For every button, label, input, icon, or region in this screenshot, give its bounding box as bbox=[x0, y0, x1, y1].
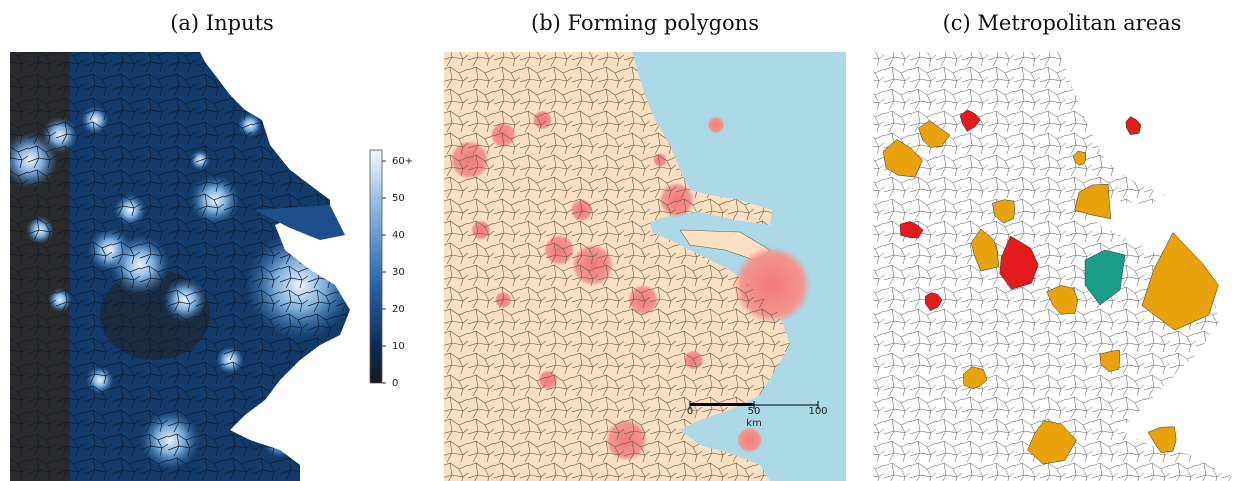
scale-bar-segment bbox=[690, 403, 754, 406]
cells bbox=[444, 52, 790, 481]
metro-area bbox=[959, 109, 981, 132]
scale-bar-label: 50 bbox=[748, 406, 761, 417]
scale-bar-label: 100 bbox=[808, 406, 827, 417]
metro-area bbox=[924, 292, 943, 312]
metro-area bbox=[963, 366, 988, 389]
polygon-area bbox=[707, 116, 725, 134]
metro-areas bbox=[883, 109, 1219, 465]
metro-area bbox=[1074, 184, 1112, 220]
metro-area bbox=[918, 120, 951, 148]
metro-area bbox=[899, 221, 924, 239]
panel-title: (c) Metropolitan areas bbox=[943, 11, 1182, 35]
metro-area bbox=[1125, 116, 1142, 135]
scale-bar-unit: km bbox=[746, 418, 762, 429]
metro-area bbox=[1027, 420, 1077, 465]
colorbar-tick-label: 10 bbox=[392, 341, 405, 352]
cells bbox=[10, 52, 350, 481]
panel-title: (a) Inputs bbox=[170, 11, 274, 35]
metro-area bbox=[1099, 349, 1120, 372]
scale-bar-ticks: 0 50 100 km bbox=[687, 401, 828, 429]
metro-area bbox=[1141, 232, 1219, 331]
scale-bar-label: 0 bbox=[687, 406, 693, 417]
island bbox=[255, 205, 345, 240]
colorbar bbox=[369, 149, 383, 384]
metro-area bbox=[883, 139, 923, 178]
panel-title: (b) Forming polygons bbox=[531, 11, 759, 35]
metro-map bbox=[873, 52, 1240, 481]
metro-area bbox=[1072, 150, 1087, 166]
metro-area bbox=[992, 199, 1016, 224]
metro-area bbox=[1147, 426, 1177, 453]
polygon-map: 0 50 100 km bbox=[444, 52, 846, 481]
colorbar-tick-label: 40 bbox=[392, 230, 405, 241]
colorbar-tick-label: 0 bbox=[392, 378, 398, 389]
colorbar-tick-label: 20 bbox=[392, 304, 405, 315]
input-map bbox=[10, 52, 350, 481]
colorbar-tick-label: 60+ bbox=[392, 156, 413, 167]
polygon-area bbox=[737, 427, 763, 453]
colorbar-ticks: 0 10 20 30 40 50 60+ bbox=[382, 156, 413, 389]
metro-area bbox=[1084, 249, 1126, 306]
metro-area bbox=[970, 228, 1000, 272]
metro-area bbox=[1046, 285, 1079, 315]
metro-area bbox=[999, 235, 1039, 290]
colorbar-tick-label: 30 bbox=[392, 267, 405, 278]
colorbar-tick-label: 50 bbox=[392, 193, 405, 204]
